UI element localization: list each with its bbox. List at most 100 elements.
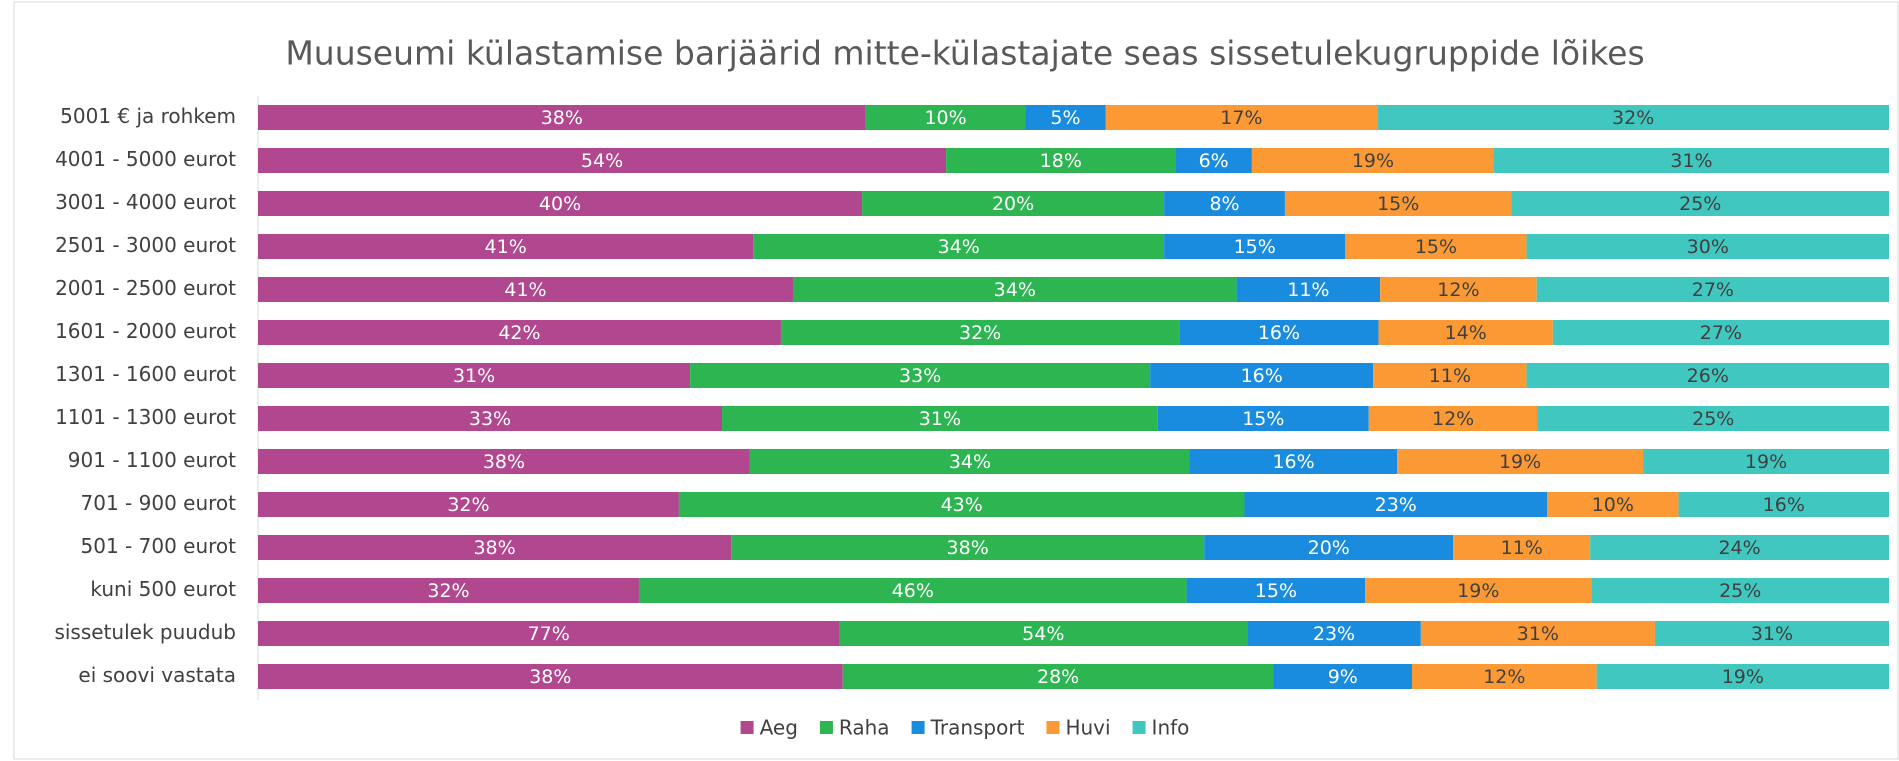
bar-segment (258, 234, 754, 259)
bar-segment (1526, 234, 1889, 259)
bar-segment (1453, 535, 1591, 560)
data-label: 9% (1328, 666, 1358, 688)
data-label: 11% (1287, 279, 1329, 301)
bar-segment (839, 621, 1248, 646)
data-label: 6% (1199, 150, 1229, 172)
bar-segment (1186, 578, 1366, 603)
data-label: 42% (498, 322, 540, 344)
data-label: 12% (1432, 408, 1474, 430)
data-label: 15% (1234, 236, 1276, 258)
data-label: 34% (994, 279, 1036, 301)
data-label: 38% (529, 666, 571, 688)
data-label: 20% (1308, 537, 1350, 559)
bar-segment (258, 621, 840, 646)
bar-segment (1244, 492, 1548, 517)
data-label: 32% (959, 322, 1001, 344)
data-label: 33% (469, 408, 511, 430)
data-label: 32% (447, 494, 489, 516)
data-label: 25% (1679, 193, 1721, 215)
data-label: 19% (1499, 451, 1541, 473)
bar-segment (1236, 277, 1381, 302)
bar-segment (258, 363, 691, 388)
bar-segment (1179, 320, 1379, 345)
bar-segment (1547, 492, 1679, 517)
data-label: 32% (1612, 107, 1654, 129)
data-label: 31% (919, 408, 961, 430)
bar-segment (690, 363, 1151, 388)
legend-swatch (819, 721, 833, 734)
bar-segment (1591, 578, 1889, 603)
bar-segment (258, 105, 866, 130)
data-label: 32% (427, 580, 469, 602)
bar-segment (258, 664, 843, 689)
bar-segment (1420, 621, 1655, 646)
data-label: 10% (924, 107, 966, 129)
data-label: 34% (949, 451, 991, 473)
data-label: 19% (1722, 666, 1764, 688)
bar-segment (1412, 664, 1597, 689)
legend-label: Aeg (760, 716, 798, 740)
bar-segment (1397, 449, 1644, 474)
bar-segment (1678, 492, 1889, 517)
bar-segment (865, 105, 1026, 130)
bar-segment (1273, 664, 1413, 689)
data-label: 16% (1241, 365, 1283, 387)
bar-segment (1365, 578, 1592, 603)
data-label: 34% (938, 236, 980, 258)
legend-swatch (1132, 721, 1146, 734)
data-label: 31% (1751, 623, 1793, 645)
data-label: 38% (483, 451, 525, 473)
bar-segment (638, 578, 1187, 603)
data-label: 10% (1592, 494, 1634, 516)
y-tick-label: 701 - 900 eurot (81, 491, 237, 515)
data-label: 77% (528, 623, 570, 645)
data-label: 41% (485, 236, 527, 258)
data-label: 54% (1022, 623, 1064, 645)
data-label: 5% (1050, 107, 1080, 129)
bar-segment (1368, 406, 1538, 431)
bar-segment (258, 277, 793, 302)
y-tick-label: ei soovi vastata (78, 663, 236, 687)
data-label: 23% (1375, 494, 1417, 516)
chart-title: Muuseumi külastamise barjäärid mitte-kül… (285, 34, 1644, 73)
data-label: 15% (1415, 236, 1457, 258)
bar-segment (842, 664, 1274, 689)
bar-segment (258, 578, 639, 603)
legend-swatch (1046, 721, 1060, 734)
data-label: 20% (992, 193, 1034, 215)
data-label: 30% (1687, 236, 1729, 258)
bar-segment (780, 320, 1180, 345)
data-label: 16% (1272, 451, 1314, 473)
bar-segment (1493, 148, 1889, 173)
data-label: 11% (1429, 365, 1471, 387)
data-label: 8% (1209, 193, 1239, 215)
data-label: 24% (1718, 537, 1760, 559)
bar-segment (946, 148, 1176, 173)
data-label: 27% (1700, 322, 1742, 344)
bar-segment (258, 449, 750, 474)
data-label: 16% (1763, 494, 1805, 516)
bar-segment (1654, 621, 1889, 646)
bar-segment (258, 320, 781, 345)
bar-segment (1345, 234, 1527, 259)
bar-segment (1164, 191, 1285, 216)
data-label: 16% (1258, 322, 1300, 344)
legend-label: Raha (839, 716, 890, 740)
data-label: 38% (541, 107, 583, 129)
data-label: 38% (473, 537, 515, 559)
legend-swatch (740, 721, 754, 734)
y-tick-label: 4001 - 5000 eurot (55, 147, 236, 171)
data-label: 19% (1457, 580, 1499, 602)
bar-segment (258, 148, 947, 173)
bar-segment (1526, 363, 1889, 388)
bar-segment (1190, 449, 1398, 474)
data-label: 46% (892, 580, 934, 602)
bar-segment (721, 406, 1158, 431)
data-label: 25% (1692, 408, 1734, 430)
bar-segment (1590, 535, 1889, 560)
data-label: 19% (1352, 150, 1394, 172)
bar-segment (1175, 148, 1252, 173)
bar-segment (1552, 320, 1889, 345)
data-label: 40% (539, 193, 581, 215)
y-tick-label: 501 - 700 eurot (81, 534, 237, 558)
